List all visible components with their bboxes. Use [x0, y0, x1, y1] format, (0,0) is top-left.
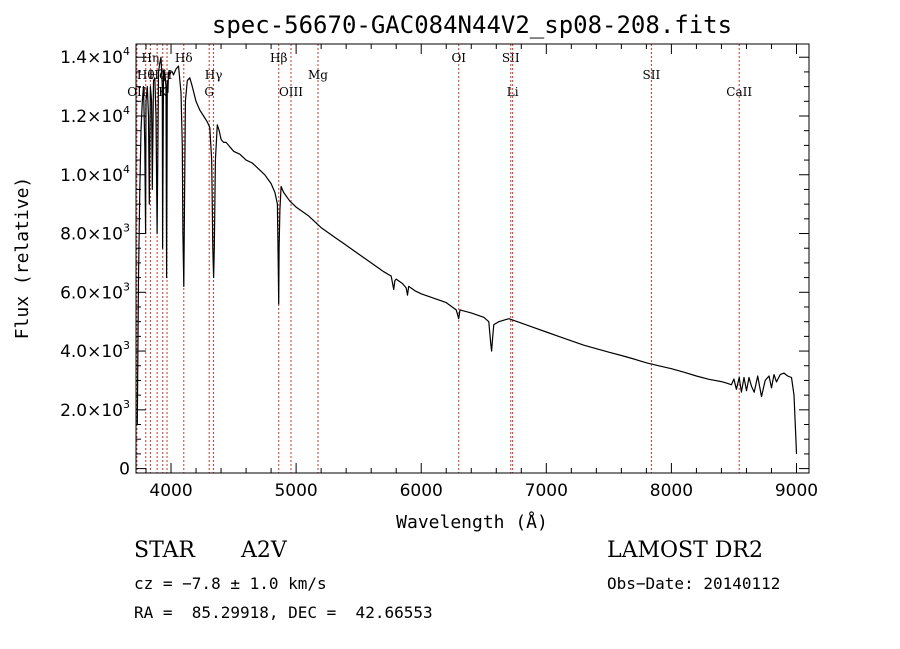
- ra-dec: RA = 85.29918, DEC = 42.66553: [134, 603, 433, 622]
- spectral-line-label: SII: [502, 51, 520, 65]
- spectral-line-label: OII: [127, 85, 147, 99]
- spectral-line-label: G: [204, 85, 214, 99]
- y-tick-mantissa: 1.4×10: [60, 48, 123, 68]
- y-tick-exponent: 3: [123, 222, 130, 235]
- x-tick-label: 9000: [775, 481, 818, 501]
- y-tick-mantissa: 2.0×10: [60, 401, 123, 421]
- x-tick-label: 4000: [149, 481, 192, 501]
- x-tick-label: 6000: [400, 481, 443, 501]
- y-tick-label: 8.0×103: [60, 222, 130, 245]
- survey-name: LAMOST DR2: [607, 538, 763, 563]
- y-tick-exponent: 3: [123, 339, 130, 352]
- y-tick-exponent: 4: [123, 45, 130, 58]
- plot-frame: [135, 43, 810, 474]
- y-tick-label: 4.0×103: [60, 339, 130, 362]
- y-tick-label: 1.0×104: [60, 163, 130, 186]
- y-tick-exponent: 3: [123, 398, 130, 411]
- spectral-line-label: SII: [643, 68, 661, 82]
- y-tick-label: 2.0×103: [60, 398, 130, 421]
- spectral-line-label: Hη: [142, 51, 160, 65]
- y-tick-exponent: 4: [123, 104, 130, 117]
- spectrum-line: [136, 56, 798, 454]
- y-tick-label: 6.0×103: [60, 280, 130, 303]
- y-tick-mantissa: 4.0×10: [60, 342, 123, 362]
- spectral-line-label: Hγ: [205, 68, 223, 82]
- spectral-line-label: Hβ: [270, 51, 287, 65]
- y-tick-mantissa: 0: [119, 460, 130, 480]
- spectral-line-label: OIII: [279, 85, 303, 99]
- y-axis-label: Flux (relative): [12, 177, 33, 340]
- spectral-line-label: OI: [451, 51, 466, 65]
- object-subclass: A2V: [241, 538, 287, 563]
- spectral-line-label: CaII: [726, 85, 752, 99]
- redshift-cz: cz = −7.8 ± 1.0 km/s: [134, 574, 327, 593]
- x-tick-label: 5000: [274, 481, 317, 501]
- spectral-line-label: Hθ: [137, 68, 155, 82]
- y-tick-mantissa: 1.0×10: [60, 166, 123, 186]
- y-tick-exponent: 4: [123, 163, 130, 176]
- y-tick-mantissa: 8.0×10: [60, 225, 123, 245]
- spectral-line-label: Mg: [308, 68, 328, 82]
- y-tick-mantissa: 1.2×10: [60, 107, 123, 127]
- x-tick-label: 7000: [525, 481, 568, 501]
- axes: 4000 5000 6000 7000 8000 900002.0×1034.0×1036…: [60, 44, 818, 501]
- x-tick-label: 8000: [650, 481, 693, 501]
- spectrum-series: [136, 56, 798, 454]
- spectral-line-label: Li: [507, 85, 519, 99]
- obs-date: Obs−Date: 20140112: [607, 574, 781, 593]
- spectral-line-label: H: [162, 68, 172, 82]
- chart-title: spec-56670-GAC084N44V2_sp08-208.fits: [212, 11, 732, 39]
- spectral-line-label: Hδ: [175, 51, 193, 65]
- object-class: STAR: [134, 538, 195, 563]
- y-tick-label: 1.2×104: [60, 104, 130, 127]
- x-axis-label: Wavelength (Å): [396, 511, 548, 533]
- y-tick-label: 0: [119, 460, 130, 480]
- y-tick-exponent: 3: [123, 280, 130, 293]
- y-tick-mantissa: 6.0×10: [60, 283, 123, 303]
- y-tick-label: 1.4×104: [60, 45, 130, 68]
